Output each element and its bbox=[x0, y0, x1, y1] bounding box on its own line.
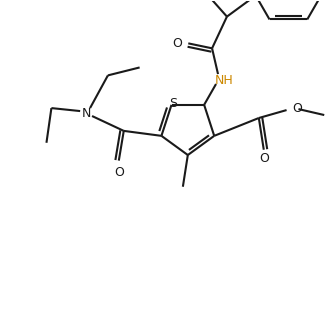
Text: NH: NH bbox=[215, 73, 233, 87]
Text: O: O bbox=[293, 102, 302, 115]
Text: N: N bbox=[81, 106, 91, 120]
Text: O: O bbox=[172, 37, 182, 50]
Text: S: S bbox=[169, 97, 177, 110]
Text: O: O bbox=[114, 166, 124, 179]
Text: O: O bbox=[259, 152, 269, 165]
